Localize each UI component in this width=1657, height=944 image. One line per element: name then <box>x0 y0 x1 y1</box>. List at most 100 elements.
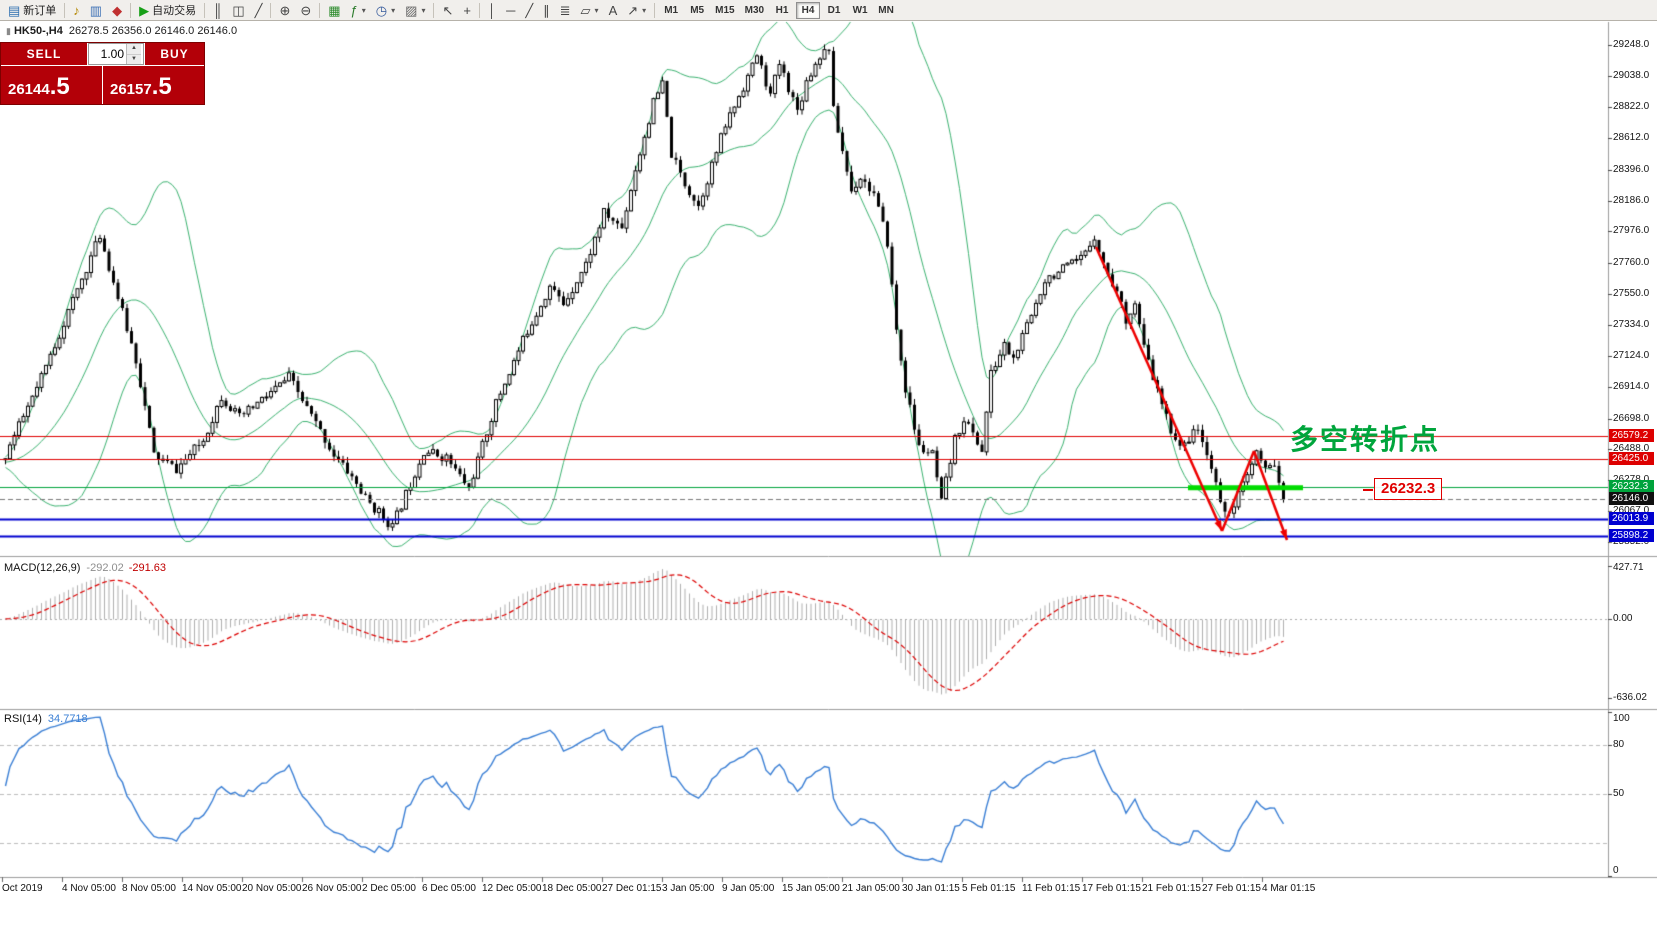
main-toolbar: ▤ 新订单 ♪ ▥ ◆ ▶ 自动交易 ║ ◫ ╱ ⊕ ⊖ ▦ ƒ ▾ ◷ ▾ ▨ ▾ ↖ + │ ─ ╱ ∥ ≣ ▱ ▾ A ↗ ▾ M1 M5… <box>0 0 1657 21</box>
indicators-button[interactable]: ƒ ▾ <box>346 1 371 20</box>
cursor-button[interactable]: ↖ <box>437 1 458 20</box>
horizontal-line-icon: ─ <box>506 2 516 18</box>
timeframe-h4[interactable]: H4 <box>796 1 821 19</box>
templates-icon: ▨ <box>405 2 418 18</box>
one-click-trading-panel: SELL ▲ ▼ BUY 26144.5 26157.5 <box>0 42 205 105</box>
time-axis-label: 27 Feb 01:15 <box>1202 883 1261 894</box>
time-axis-label: 6 Dec 05:00 <box>422 883 476 894</box>
auto-trading-icon: ▶ <box>139 2 150 18</box>
price-axis-label: 26698.0 <box>1613 412 1650 424</box>
channel-icon: ∥ <box>543 2 550 18</box>
price-axis-label: 26488.0 <box>1613 443 1650 455</box>
price-axis-label: 27760.0 <box>1613 256 1650 268</box>
price-axis-label: 27334.0 <box>1613 319 1650 331</box>
arrows-button[interactable]: ↗ ▾ <box>622 1 651 20</box>
timeframe-m30[interactable]: M30 <box>741 2 768 19</box>
toolbar-separator <box>319 2 321 18</box>
macd-indicator-label: MACD(12,26,9) -292.02 -291.63 <box>4 562 166 574</box>
zoom-in-button[interactable]: ⊕ <box>274 1 295 20</box>
timeframe-d1[interactable]: D1 <box>822 2 846 19</box>
tile-windows-icon: ▦ <box>328 2 341 18</box>
dropdown-caret-icon: ▾ <box>361 5 366 15</box>
charts-button[interactable]: ▥ <box>85 1 107 20</box>
line-chart-button[interactable]: ╱ <box>250 1 268 20</box>
macd-axis-label: -636.02 <box>1613 692 1647 704</box>
vertical-line-button[interactable]: │ <box>483 1 501 20</box>
time-axis-label: 15 Jan 05:00 <box>782 883 840 894</box>
sell-price-int: 26144 <box>8 80 50 98</box>
buy-price-button[interactable]: 26157.5 <box>103 66 204 104</box>
time-axis-label: 5 Feb 01:15 <box>962 883 1016 894</box>
sell-price-button[interactable]: 26144.5 <box>1 66 102 104</box>
new-order-button[interactable]: ▤ 新订单 <box>3 1 61 20</box>
chart-symbol-icon: ▮ <box>6 26 11 36</box>
buy-price-int: 26157 <box>110 80 152 98</box>
buy-button[interactable]: BUY <box>145 43 204 65</box>
volume-control: ▲ ▼ <box>88 43 144 65</box>
time-axis-label: 14 Nov 05:00 <box>182 883 242 894</box>
timeframe-mn[interactable]: MN <box>874 2 898 19</box>
channel-button[interactable]: ∥ <box>538 1 555 20</box>
timeframe-m15[interactable]: M15 <box>711 2 738 19</box>
time-axis-label: 11 Feb 01:15 <box>1022 883 1081 894</box>
volume-down-button[interactable]: ▼ <box>127 54 141 64</box>
turning-point-annotation: 多空转折点 <box>1290 424 1441 455</box>
volume-input[interactable] <box>89 44 126 64</box>
time-axis-label: 21 Jan 05:00 <box>842 883 900 894</box>
price-axis-label: 25852.0 <box>1613 536 1650 548</box>
overlay: ▮ HK50-,H4 26278.5 26356.0 26146.0 26146.0… <box>0 21 1657 944</box>
bar-chart-button[interactable]: ║ <box>208 1 227 20</box>
new-order-label: 新订单 <box>23 5 57 17</box>
sell-button[interactable]: SELL <box>1 43 87 65</box>
trend-line-icon: ╱ <box>525 2 534 18</box>
toolbar-separator <box>478 2 480 18</box>
dropdown-caret-icon: ▾ <box>391 5 396 15</box>
dropdown-caret-icon: ▾ <box>421 5 426 15</box>
toolbar-separator <box>654 2 656 18</box>
rsi-axis-label: 100 <box>1613 713 1630 724</box>
candlestick-chart-button[interactable]: ◫ <box>227 1 249 20</box>
price-axis-label: 27976.0 <box>1613 225 1650 237</box>
auto-trading-button[interactable]: ▶ 自动交易 <box>134 1 201 20</box>
price-callout-box: 26232.3 <box>1362 478 1443 500</box>
sound-button[interactable]: ♪ <box>68 1 85 20</box>
zoom-out-button[interactable]: ⊖ <box>295 1 316 20</box>
time-axis-label: 12 Dec 05:00 <box>482 883 542 894</box>
charts-icon: ▥ <box>89 2 103 18</box>
timeframe-w1[interactable]: W1 <box>848 2 872 19</box>
time-axis-label: 20 Nov 05:00 <box>242 883 302 894</box>
shapes-button[interactable]: ▱ ▾ <box>576 1 604 20</box>
rsi-name: RSI(14) <box>4 713 42 725</box>
macd-main-value: -292.02 <box>86 562 124 574</box>
price-axis-label: 28396.0 <box>1613 163 1650 175</box>
fibonacci-button[interactable]: ≣ <box>555 1 576 20</box>
metaeditor-button[interactable]: ◆ <box>107 1 127 20</box>
time-axis-label: 4 Mar 01:15 <box>1262 883 1316 894</box>
rsi-axis-label: 0 <box>1613 865 1619 876</box>
symbol-ohlc: 26278.5 26356.0 26146.0 26146.0 <box>68 25 238 37</box>
timeframe-m1[interactable]: M1 <box>659 2 683 19</box>
fibonacci-icon: ≣ <box>559 2 571 18</box>
zoom-out-icon: ⊖ <box>300 2 312 18</box>
trend-line-button[interactable]: ╱ <box>520 1 538 20</box>
horizontal-line-button[interactable]: ─ <box>501 1 520 20</box>
timeframe-m5[interactable]: M5 <box>685 2 709 19</box>
cursor-icon: ↖ <box>442 2 454 18</box>
price-axis-label: 26914.0 <box>1613 380 1650 392</box>
periods-button[interactable]: ◷ ▾ <box>371 1 400 20</box>
chart-window: ▮ HK50-,H4 26278.5 26356.0 26146.0 26146.0… <box>0 21 1657 944</box>
macd-signal-value: -291.63 <box>128 562 167 574</box>
price-axis-badge: 26579.2 <box>1609 428 1654 442</box>
timeframe-h1[interactable]: H1 <box>770 2 794 19</box>
text-button[interactable]: A <box>604 1 623 20</box>
price-axis-badge: 26013.9 <box>1609 511 1654 525</box>
indicators-icon: ƒ <box>350 2 358 18</box>
tile-windows-button[interactable]: ▦ <box>323 1 345 20</box>
volume-up-button[interactable]: ▲ <box>127 44 141 55</box>
time-axis-label: 21 Feb 01:15 <box>1142 883 1201 894</box>
macd-name: MACD(12,26,9) <box>4 562 81 574</box>
crosshair-button[interactable]: + <box>458 1 476 20</box>
templates-button[interactable]: ▨ ▾ <box>400 1 430 20</box>
price-axis-label: 27550.0 <box>1613 287 1650 299</box>
time-axis-label: 30 Jan 01:15 <box>902 883 960 894</box>
